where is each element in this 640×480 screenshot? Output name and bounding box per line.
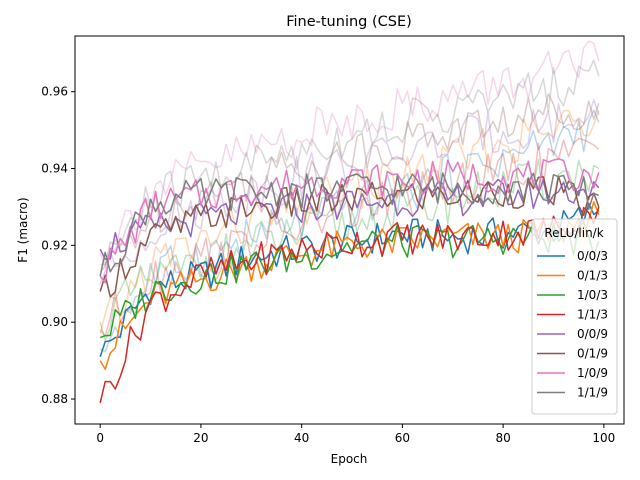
legend-label: 1/1/3 [577,308,608,322]
x-tick-label: 20 [193,431,208,445]
legend-items: 0/0/3 0/1/3 1/0/3 1/1/3 0/0/9 0/1/9 1/0/9 1/1/9 [537,249,608,400]
x-tick-label: 80 [495,431,510,445]
plot-frame [74,35,625,425]
series-line-0-1-3 [99,201,600,370]
faded-series-line [99,93,600,273]
series-line-1-1-3 [99,206,600,404]
y-tick-label: 0.96 [41,85,68,99]
legend-label: 1/0/3 [577,288,608,302]
legend-label: 0/0/9 [577,327,608,341]
y-tick-label: 0.88 [41,392,68,406]
legend-label: 0/1/3 [577,269,608,283]
y-axis: 0.88 0.90 0.92 0.94 0.96 [41,85,75,406]
legend: ReLU/lin/k 0/0/3 0/1/3 1/0/3 1/1/3 0/0/9 0/1/… [531,218,618,415]
y-tick-label: 0.92 [41,238,68,252]
x-tick-label: 100 [592,431,615,445]
legend-label: 0/1/9 [577,347,608,361]
y-axis-label: F1 (macro) [16,197,30,262]
series-line-1-1-9 [99,172,600,277]
legend-label: 0/0/3 [577,249,608,263]
x-tick-label: 0 [96,431,104,445]
series-line-1-0-3 [99,222,600,339]
legend-box [531,218,618,415]
legend-title: ReLU/lin/k [544,226,603,240]
x-tick-label: 60 [395,431,410,445]
faded-series-line [99,109,600,334]
x-tick-label: 40 [294,431,309,445]
chart-title: Fine-tuning (CSE) [286,14,412,30]
faded-series-line [99,109,600,353]
legend-label: 1/1/9 [577,386,608,400]
series-line-0-1-9 [99,175,600,298]
faded-series-line [99,40,600,266]
x-axis-label: Epoch [331,452,368,466]
y-tick-label: 0.90 [41,315,68,329]
faded-series-line [99,158,600,342]
y-tick-label: 0.94 [41,162,68,176]
legend-label: 1/0/9 [577,366,608,380]
x-axis: 0 20 40 60 80 100 [96,424,615,445]
series-layer [99,40,600,404]
